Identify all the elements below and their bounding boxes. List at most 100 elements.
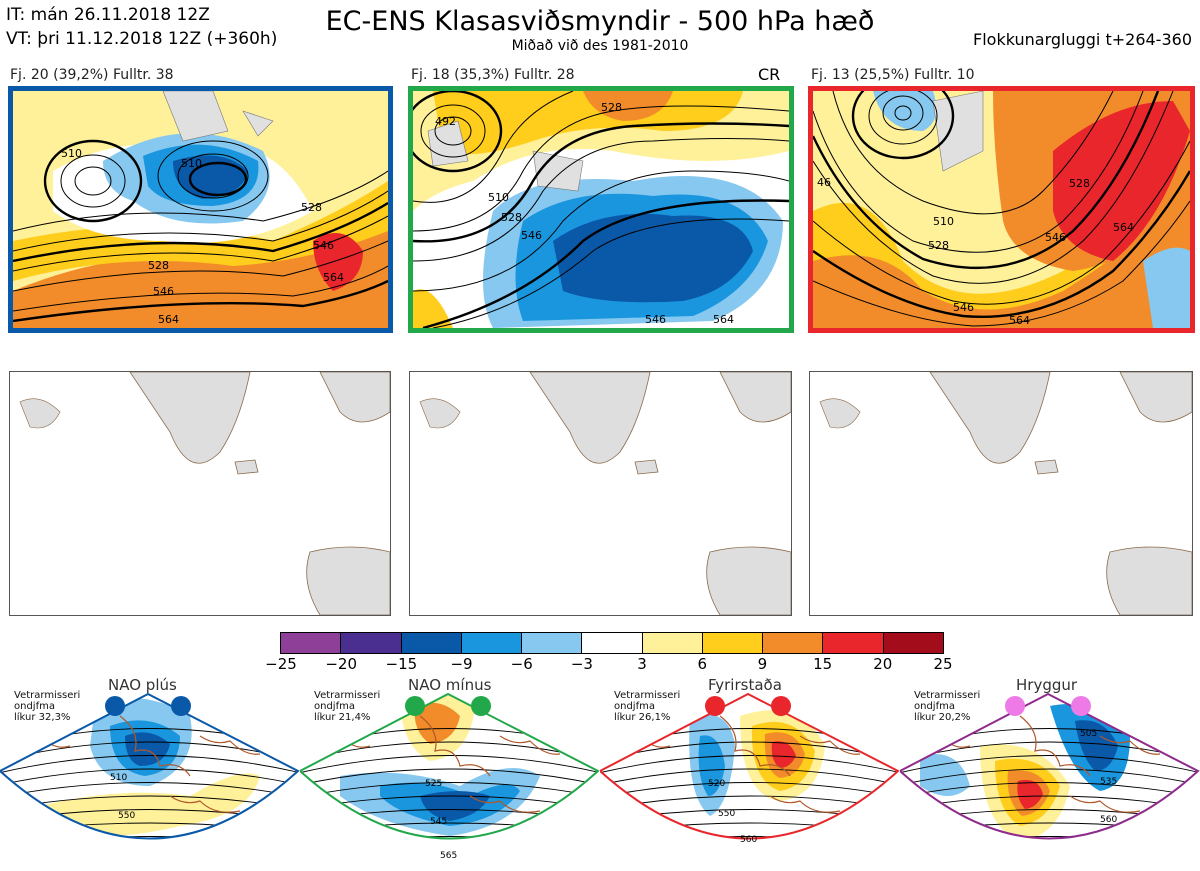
cluster-map-3: 46 510 528 528 546 564 546 564 — [808, 86, 1195, 333]
height-contour — [600, 809, 898, 824]
colorbar-tick-label: −6 — [510, 655, 533, 673]
contour-label: 565 — [440, 851, 457, 861]
colorbar-segment — [763, 633, 824, 653]
regime-title: Fyrirstaða — [708, 676, 782, 694]
regime-note-line: ondjfma — [914, 701, 955, 712]
contour-label: 546 — [1045, 231, 1066, 244]
height-contour — [0, 782, 298, 800]
contour-label: 550 — [118, 811, 135, 821]
regime-marker-dot — [171, 696, 191, 716]
contour-label: 520 — [708, 779, 725, 789]
regime-panel: 520 550 560 Fyrirstaða Vetrarmisseri ondjfma l… — [600, 676, 900, 866]
anomaly-area — [920, 754, 970, 796]
contour-label: 560 — [740, 835, 757, 845]
valid-time: VT: þri 11.12.2018 12Z (+360h) — [6, 29, 278, 49]
height-contour — [300, 755, 598, 776]
colorbar-segment — [642, 633, 703, 653]
regime-note-line: Vetrarmisseri — [614, 690, 681, 701]
colorbar-tick-label: −9 — [450, 655, 473, 673]
contour-label: 528 — [601, 101, 622, 114]
height-contour — [900, 836, 1198, 839]
colorbar-tick-label: −3 — [570, 655, 593, 673]
colorbar-tick-label: −25 — [265, 655, 297, 673]
cluster-1-label: Fj. 20 (39,2%) Fulltr. 38 — [10, 67, 174, 83]
regime-note: Vetrarmisseri ondjfma líkur 26,1% — [614, 690, 680, 723]
height-contour — [900, 768, 1198, 788]
colorbar-segment — [401, 633, 462, 653]
regime-note-line: ondjfma — [14, 701, 55, 712]
height-contour — [900, 782, 1198, 800]
regime-note-line: Vetrarmisseri — [314, 690, 381, 701]
regime-outline — [900, 692, 1200, 840]
contour-label: 510 — [61, 147, 82, 160]
cluster-map-1: 510 510 528 546 564 528 546 564 — [8, 86, 393, 333]
regime-panel: 525 545 565 NAO mínus Vetrarmisseri ondjfma lí… — [300, 676, 600, 866]
height-contour — [0, 755, 298, 776]
contour-label: 528 — [301, 201, 322, 214]
regime-note: Vetrarmisseri ondjfma líkur 21,4% — [314, 690, 380, 723]
regime-note-line: Vetrarmisseri — [914, 690, 981, 701]
contour-label: 545 — [430, 817, 447, 827]
height-contour — [0, 768, 298, 788]
regime-outline — [600, 692, 900, 840]
page-subtitle: Miðað við des 1981-2010 — [511, 38, 689, 54]
regime-marker-dot — [405, 696, 425, 716]
header-info: IT: mán 26.11.2018 12Z VT: þri 11.12.201… — [6, 3, 277, 51]
contour-label: 510 — [933, 215, 954, 228]
regime-marker-dot — [471, 696, 491, 716]
height-contour — [0, 836, 298, 839]
height-contour — [900, 755, 1198, 776]
regime-panel: 510 550 NAO plús Vetrarmisseri ondjfma líkur … — [0, 676, 300, 866]
regime-note-line: líkur 26,1% — [614, 712, 671, 723]
colorbar-tick-label: −20 — [325, 655, 357, 673]
colorbar-segment — [883, 633, 943, 653]
height-contour — [600, 755, 898, 776]
contour-label: 546 — [645, 313, 666, 326]
contour-label: 510 — [181, 157, 202, 170]
empty-map-1 — [9, 371, 391, 616]
regime-marker-dot — [1005, 696, 1025, 716]
height-contour — [600, 836, 898, 839]
colorbar-segment — [702, 633, 764, 653]
regime-title: NAO mínus — [408, 676, 492, 694]
anomaly-area — [771, 741, 796, 768]
colorbar — [280, 632, 944, 654]
height-contour — [300, 836, 598, 839]
regime-note-line: líkur 32,3% — [14, 712, 71, 723]
colorbar-segment — [281, 633, 342, 653]
contour-label: 505 — [1080, 729, 1097, 739]
colorbar-segment — [582, 633, 643, 653]
contour-label: 564 — [1113, 221, 1134, 234]
cluster-2-label: Fj. 18 (35,3%) Fulltr. 28 — [411, 67, 575, 83]
regime-note-line: líkur 20,2% — [914, 712, 971, 723]
height-contour — [600, 768, 898, 788]
empty-map-2 — [409, 371, 792, 616]
regime-note: Vetrarmisseri ondjfma líkur 20,2% — [914, 690, 980, 723]
contour-label: 564 — [1009, 314, 1030, 327]
regime-title: NAO plús — [108, 676, 177, 694]
regime-marker-dot — [105, 696, 125, 716]
coastline — [639, 715, 861, 813]
contour-label: 528 — [148, 259, 169, 272]
page-title: EC-ENS Klasasviðsmyndir - 500 hPa hæð — [325, 6, 875, 37]
regime-note-line: líkur 21,4% — [314, 712, 371, 723]
height-contour — [600, 782, 898, 800]
regime-note-line: ondjfma — [614, 701, 655, 712]
cluster-3-label: Fj. 13 (25,5%) Fulltr. 10 — [811, 67, 975, 83]
contour-label: 528 — [928, 239, 949, 252]
colorbar-tick-label: 3 — [637, 655, 647, 673]
anomaly-area — [1017, 779, 1043, 809]
colorbar-tick-label: 9 — [757, 655, 768, 673]
coastline — [339, 715, 561, 813]
colorbar-tick-label: −15 — [385, 655, 418, 673]
height-contour — [300, 768, 598, 788]
initial-time: IT: mán 26.11.2018 12Z — [6, 5, 210, 25]
coastline — [39, 715, 261, 813]
empty-map-3 — [809, 371, 1193, 616]
classification-window: Flokkunargluggi t+264-360 — [973, 30, 1192, 49]
cluster-map-2: 492 510 528 546 528 546 564 — [408, 86, 794, 333]
regime-title: Hryggur — [1016, 676, 1078, 694]
contour-label: 560 — [1100, 815, 1117, 825]
contour-label: 546 — [521, 229, 542, 242]
colorbar-segment — [522, 633, 583, 653]
